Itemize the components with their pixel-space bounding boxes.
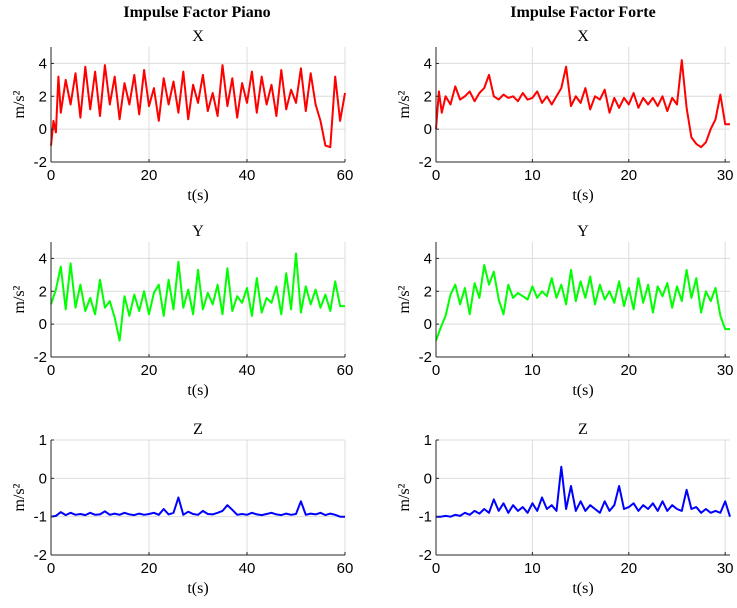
piano-z-x-tick-label-1: 20	[141, 560, 158, 577]
column-title-piano: Impulse Factor Piano	[123, 4, 270, 21]
piano-z-x-tick-label-0: 0	[47, 560, 55, 577]
forte-z-x-tick-label-2: 20	[620, 560, 637, 577]
forte-y-x-tick-label-0: 0	[432, 362, 440, 379]
forte-y-title: Y	[577, 223, 589, 240]
forte-y-y-tick-label-1: 0	[424, 316, 432, 333]
forte-y-y-label: m/s²	[396, 285, 413, 313]
piano-x-y-tick-label-0: -2	[34, 154, 47, 171]
piano-z-title: Z	[193, 421, 203, 438]
piano-x-plot-area	[51, 47, 345, 162]
piano-z-y-tick-label-1: -1	[34, 509, 47, 526]
subplot-piano-z: 0 20 40 60 -2 -1 0 1 Zt(s) m/s²	[11, 421, 353, 597]
forte-z-y-tick-label-3: 1	[424, 432, 432, 449]
forte-y-series-line	[435, 264, 730, 341]
piano-y-y-tick-label-3: 4	[39, 250, 47, 267]
piano-y-title: Y	[192, 223, 204, 240]
piano-y-plot-area	[51, 242, 345, 357]
piano-y-x-tick-label-2: 40	[239, 362, 256, 379]
piano-y-y-tick-label-2: 2	[39, 283, 47, 300]
forte-y-x-tick-label-1: 10	[524, 362, 541, 379]
forte-y-y-tick-label-3: 4	[424, 250, 432, 267]
forte-z-plot-area	[436, 440, 730, 555]
piano-z-y-tick-label-0: -2	[34, 547, 47, 564]
forte-x-title: X	[577, 28, 589, 45]
piano-z-y-tick-label-3: 1	[39, 432, 47, 449]
piano-z-x-tick-label-2: 40	[239, 560, 256, 577]
piano-y-y-tick-label-0: -2	[34, 349, 47, 366]
forte-y-y-tick-label-0: -2	[419, 349, 432, 366]
piano-y-x-tick-label-0: 0	[47, 362, 55, 379]
forte-x-x-tick-label-2: 20	[620, 167, 637, 184]
forte-y-x-tick-label-3: 30	[717, 362, 734, 379]
piano-z-x-tick-label-3: 60	[337, 560, 354, 577]
forte-x-x-tick-label-1: 10	[524, 167, 541, 184]
forte-x-y-tick-label-2: 2	[424, 88, 432, 105]
forte-x-series-line	[435, 59, 730, 149]
piano-x-title: X	[192, 28, 204, 45]
forte-z-y-tick-label-0: -2	[419, 547, 432, 564]
piano-y-y-tick-label-1: 0	[39, 316, 47, 333]
piano-y-x-tick-label-3: 60	[337, 362, 354, 379]
piano-y-x-label: t(s)	[187, 382, 208, 399]
forte-y-x-label: t(s)	[572, 382, 593, 399]
forte-y-x-tick-label-2: 20	[620, 362, 637, 379]
piano-x-y-label: m/s²	[11, 90, 28, 118]
piano-z-y-tick-label-2: 0	[39, 470, 47, 487]
piano-x-x-tick-label-1: 20	[141, 167, 158, 184]
piano-y-x-tick-label-1: 20	[141, 362, 158, 379]
piano-z-series-line	[50, 496, 345, 518]
piano-y-y-label: m/s²	[11, 285, 28, 313]
piano-x-y-tick-label-1: 0	[39, 121, 47, 138]
column-title-forte: Impulse Factor Forte	[510, 4, 655, 21]
piano-x-x-label: t(s)	[187, 187, 208, 204]
forte-z-y-label: m/s²	[396, 483, 413, 511]
piano-z-y-label: m/s²	[11, 483, 28, 511]
piano-z-x-label: t(s)	[187, 580, 208, 597]
piano-z-plot-area	[51, 440, 345, 555]
piano-x-x-tick-label-2: 40	[239, 167, 256, 184]
forte-x-y-tick-label-1: 0	[424, 121, 432, 138]
forte-z-series-line	[436, 465, 731, 518]
piano-x-x-tick-label-3: 60	[337, 167, 354, 184]
forte-y-y-tick-label-2: 2	[424, 283, 432, 300]
forte-x-x-label: t(s)	[572, 187, 593, 204]
forte-z-y-tick-label-2: 0	[424, 470, 432, 487]
forte-x-x-tick-label-0: 0	[432, 167, 440, 184]
piano-x-series-line	[50, 64, 346, 149]
forte-x-y-label: m/s²	[396, 90, 413, 118]
piano-y-series-line	[50, 252, 345, 342]
forte-z-x-tick-label-1: 10	[524, 560, 541, 577]
forte-z-title: Z	[578, 421, 588, 438]
forte-x-x-tick-label-3: 30	[717, 167, 734, 184]
forte-z-x-tick-label-3: 30	[717, 560, 734, 577]
piano-x-y-tick-label-3: 4	[39, 55, 47, 72]
forte-z-x-label: t(s)	[572, 580, 593, 597]
forte-z-x-tick-label-0: 0	[432, 560, 440, 577]
forte-z-y-tick-label-1: -1	[419, 509, 432, 526]
piano-x-y-tick-label-2: 2	[39, 88, 47, 105]
forte-x-y-tick-label-3: 4	[424, 55, 432, 72]
subplot-forte-z: 0 10 20 30 -2 -1 0 1 Zt(s) m/s²	[396, 421, 734, 597]
piano-x-x-tick-label-0: 0	[47, 167, 55, 184]
forte-x-y-tick-label-0: -2	[419, 154, 432, 171]
forte-y-plot-area	[436, 242, 730, 357]
